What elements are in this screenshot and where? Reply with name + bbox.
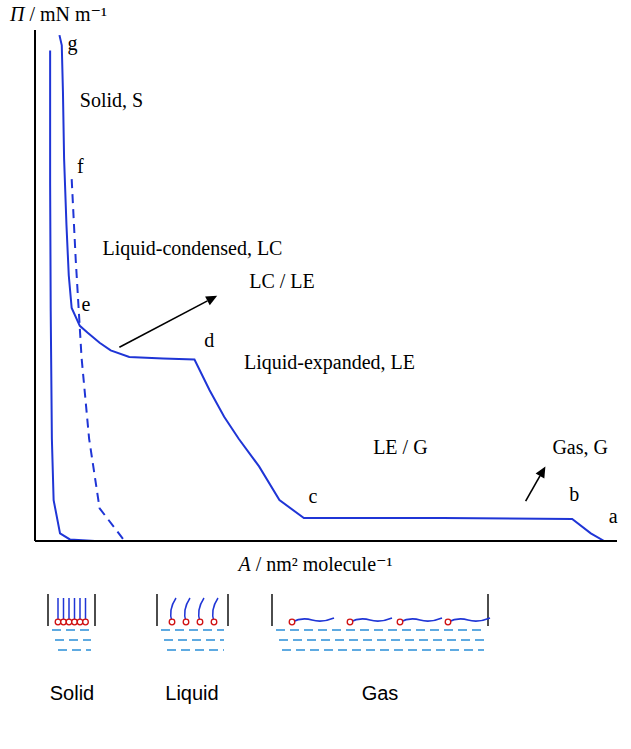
svg-text:d: d — [204, 329, 214, 351]
svg-text:f: f — [77, 155, 84, 177]
svg-text:Gas, G: Gas, G — [552, 436, 608, 458]
svg-text:a: a — [609, 505, 618, 527]
svg-text:c: c — [309, 485, 318, 507]
svg-text:g: g — [68, 32, 78, 55]
svg-text:e: e — [82, 293, 91, 315]
svg-text:Liquid-condensed, LC: Liquid-condensed, LC — [103, 237, 283, 260]
html-text:Π / mN m⁻¹: Π / mN m⁻¹ — [10, 3, 108, 25]
svg-text:Liquid-expanded, LE: Liquid-expanded, LE — [244, 351, 415, 374]
html-text:A / nm² molecule⁻¹: A / nm² molecule⁻¹ — [238, 553, 393, 575]
html-text:Liquid: Liquid — [165, 682, 219, 704]
svg-text:LC / LE: LC / LE — [249, 270, 315, 292]
svg-text:LE / G: LE / G — [373, 436, 427, 458]
svg-text:Solid, S: Solid, S — [80, 89, 143, 111]
svg-text:b: b — [569, 483, 579, 505]
html-text:Gas: Gas — [361, 682, 399, 704]
html-text:Solid: Solid — [49, 682, 95, 704]
